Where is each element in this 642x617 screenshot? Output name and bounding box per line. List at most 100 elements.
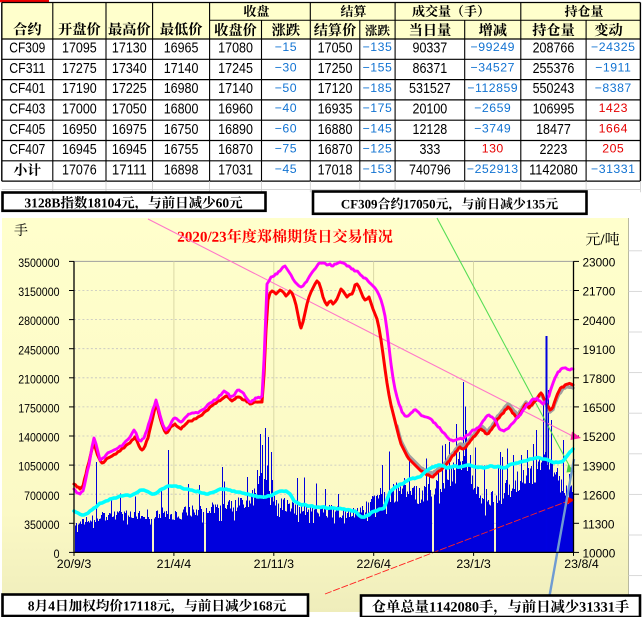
svg-text:17111: 17111: [112, 162, 147, 178]
svg-text:0: 0: [54, 547, 60, 561]
svg-text:23/1/3: 23/1/3: [456, 557, 491, 571]
svg-text:17000: 17000: [62, 102, 97, 118]
svg-text:1750000: 1750000: [18, 402, 60, 416]
svg-text:−2659: −2659: [474, 101, 511, 115]
svg-text:1664: 1664: [599, 121, 628, 135]
svg-text:20/9/3: 20/9/3: [57, 557, 92, 571]
svg-text:CF401: CF401: [9, 81, 45, 97]
svg-text:1142080: 1142080: [529, 162, 578, 178]
svg-text:16960: 16960: [218, 102, 253, 118]
svg-text:17140: 17140: [218, 81, 253, 97]
svg-text:1400000: 1400000: [18, 431, 60, 445]
svg-text:−30: −30: [275, 61, 297, 75]
svg-text:−135: −135: [363, 40, 393, 54]
svg-text:−45: −45: [275, 162, 297, 176]
svg-text:2100000: 2100000: [18, 372, 60, 386]
svg-text:16945: 16945: [112, 142, 147, 158]
svg-text:21700: 21700: [583, 285, 616, 299]
svg-text:−34527: −34527: [471, 61, 515, 75]
svg-text:13900: 13900: [583, 459, 616, 473]
svg-text:2223: 2223: [540, 142, 568, 158]
svg-text:333: 333: [419, 142, 440, 158]
svg-text:16945: 16945: [62, 142, 97, 158]
svg-text:12128: 12128: [413, 122, 448, 138]
svg-text:16870: 16870: [218, 142, 253, 158]
svg-text:CF407: CF407: [9, 142, 45, 158]
svg-text:700000: 700000: [24, 489, 60, 503]
svg-text:90337: 90337: [413, 41, 448, 57]
svg-text:17130: 17130: [112, 41, 147, 57]
svg-text:17050: 17050: [112, 102, 147, 118]
svg-text:−3749: −3749: [474, 121, 511, 135]
svg-text:−185: −185: [363, 81, 393, 95]
svg-text:21/11/3: 21/11/3: [254, 557, 295, 571]
svg-text:86371: 86371: [413, 61, 448, 77]
svg-text:208766: 208766: [533, 41, 575, 57]
svg-text:17140: 17140: [164, 61, 199, 77]
svg-text:18477: 18477: [536, 122, 571, 138]
svg-text:17225: 17225: [112, 81, 147, 97]
svg-text:23000: 23000: [583, 256, 616, 270]
svg-text:2800000: 2800000: [18, 314, 60, 328]
svg-text:16950: 16950: [62, 122, 97, 138]
svg-text:16890: 16890: [218, 122, 253, 138]
svg-text:17245: 17245: [218, 61, 253, 77]
svg-text:3150000: 3150000: [18, 285, 60, 299]
svg-text:CF309: CF309: [9, 41, 45, 57]
svg-text:−8387: −8387: [595, 81, 632, 95]
svg-text:20400: 20400: [583, 314, 616, 328]
svg-text:17800: 17800: [583, 372, 616, 386]
svg-text:12600: 12600: [583, 488, 616, 502]
svg-text:−145: −145: [363, 121, 393, 135]
svg-text:16750: 16750: [164, 122, 199, 138]
svg-text:16935: 16935: [318, 102, 353, 118]
svg-text:17190: 17190: [62, 81, 97, 97]
svg-text:550243: 550243: [533, 81, 575, 97]
svg-text:21/4/4: 21/4/4: [157, 557, 192, 571]
svg-text:16965: 16965: [164, 41, 199, 57]
svg-text:CF311: CF311: [9, 61, 45, 77]
svg-text:16975: 16975: [112, 122, 147, 138]
svg-text:16500: 16500: [583, 401, 616, 415]
svg-text:17120: 17120: [318, 81, 353, 97]
svg-text:−99249: −99249: [471, 40, 515, 54]
svg-text:17080: 17080: [218, 41, 253, 57]
svg-text:10000: 10000: [583, 547, 616, 561]
svg-text:17340: 17340: [112, 61, 147, 77]
svg-text:20100: 20100: [413, 102, 448, 118]
svg-text:17250: 17250: [318, 61, 353, 77]
svg-text:CF405: CF405: [9, 122, 45, 138]
svg-text:−15: −15: [275, 40, 297, 54]
svg-text:255376: 255376: [533, 61, 575, 77]
svg-text:16898: 16898: [164, 162, 199, 178]
svg-text:17031: 17031: [218, 162, 253, 178]
svg-text:17275: 17275: [62, 61, 97, 77]
svg-text:1050000: 1050000: [18, 460, 60, 474]
svg-text:−50: −50: [275, 81, 297, 95]
svg-text:1423: 1423: [599, 101, 628, 115]
svg-text:−60: −60: [275, 121, 297, 135]
svg-text:16755: 16755: [164, 142, 199, 158]
svg-text:16800: 16800: [164, 102, 199, 118]
svg-text:531527: 531527: [409, 81, 451, 97]
svg-text:2450000: 2450000: [18, 343, 60, 357]
svg-text:740796: 740796: [409, 162, 451, 178]
svg-text:15200: 15200: [583, 430, 616, 444]
svg-text:−24325: −24325: [591, 40, 635, 54]
svg-text:−31331: −31331: [591, 162, 635, 176]
svg-text:17050: 17050: [318, 41, 353, 57]
svg-text:17095: 17095: [62, 41, 97, 57]
svg-text:11300: 11300: [583, 518, 615, 532]
svg-text:3500000: 3500000: [18, 256, 60, 270]
svg-text:16880: 16880: [318, 122, 353, 138]
svg-text:16870: 16870: [318, 142, 353, 158]
svg-text:23/8/4: 23/8/4: [564, 557, 599, 571]
svg-text:205: 205: [602, 142, 624, 156]
svg-text:−75: −75: [275, 142, 297, 156]
svg-text:22/6/4: 22/6/4: [356, 557, 391, 571]
svg-text:130: 130: [482, 142, 504, 156]
svg-text:106995: 106995: [533, 102, 575, 118]
svg-text:−175: −175: [363, 101, 393, 115]
svg-text:19100: 19100: [583, 343, 616, 357]
svg-text:350000: 350000: [24, 518, 60, 532]
